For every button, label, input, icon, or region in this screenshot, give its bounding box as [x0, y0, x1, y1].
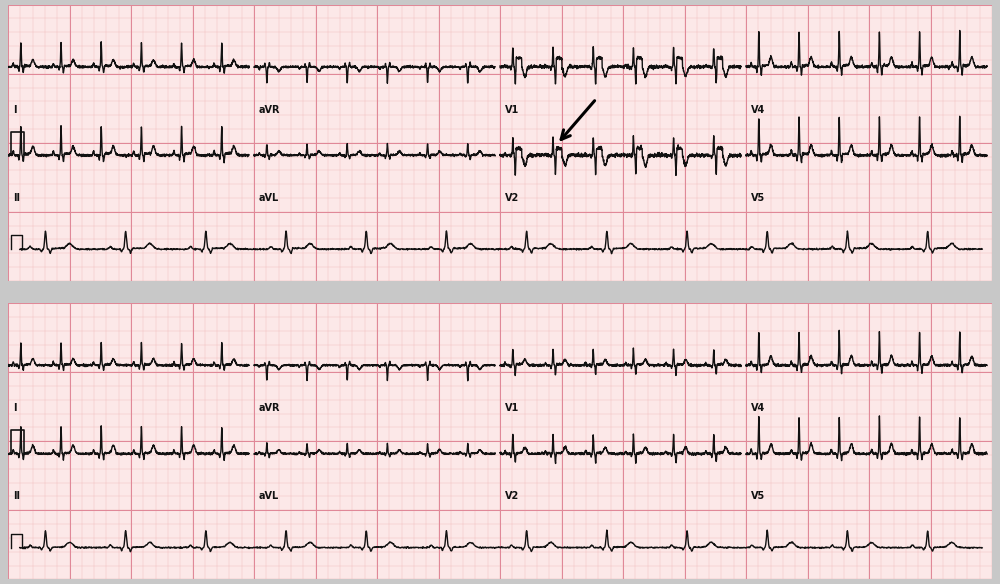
Text: V2: V2 [505, 492, 519, 502]
Text: aVL: aVL [259, 492, 279, 502]
Text: V2: V2 [505, 193, 519, 203]
Text: I: I [13, 403, 16, 413]
Text: V5: V5 [751, 193, 765, 203]
Text: I: I [13, 105, 16, 114]
Text: V4: V4 [751, 403, 765, 413]
Text: V1: V1 [505, 403, 519, 413]
Text: II: II [13, 193, 20, 203]
Text: aVR: aVR [259, 105, 280, 114]
Text: V1: V1 [505, 105, 519, 114]
Text: aVR: aVR [259, 403, 280, 413]
Text: II: II [13, 492, 20, 502]
Text: aVL: aVL [259, 193, 279, 203]
Text: V5: V5 [751, 492, 765, 502]
Text: V4: V4 [751, 105, 765, 114]
